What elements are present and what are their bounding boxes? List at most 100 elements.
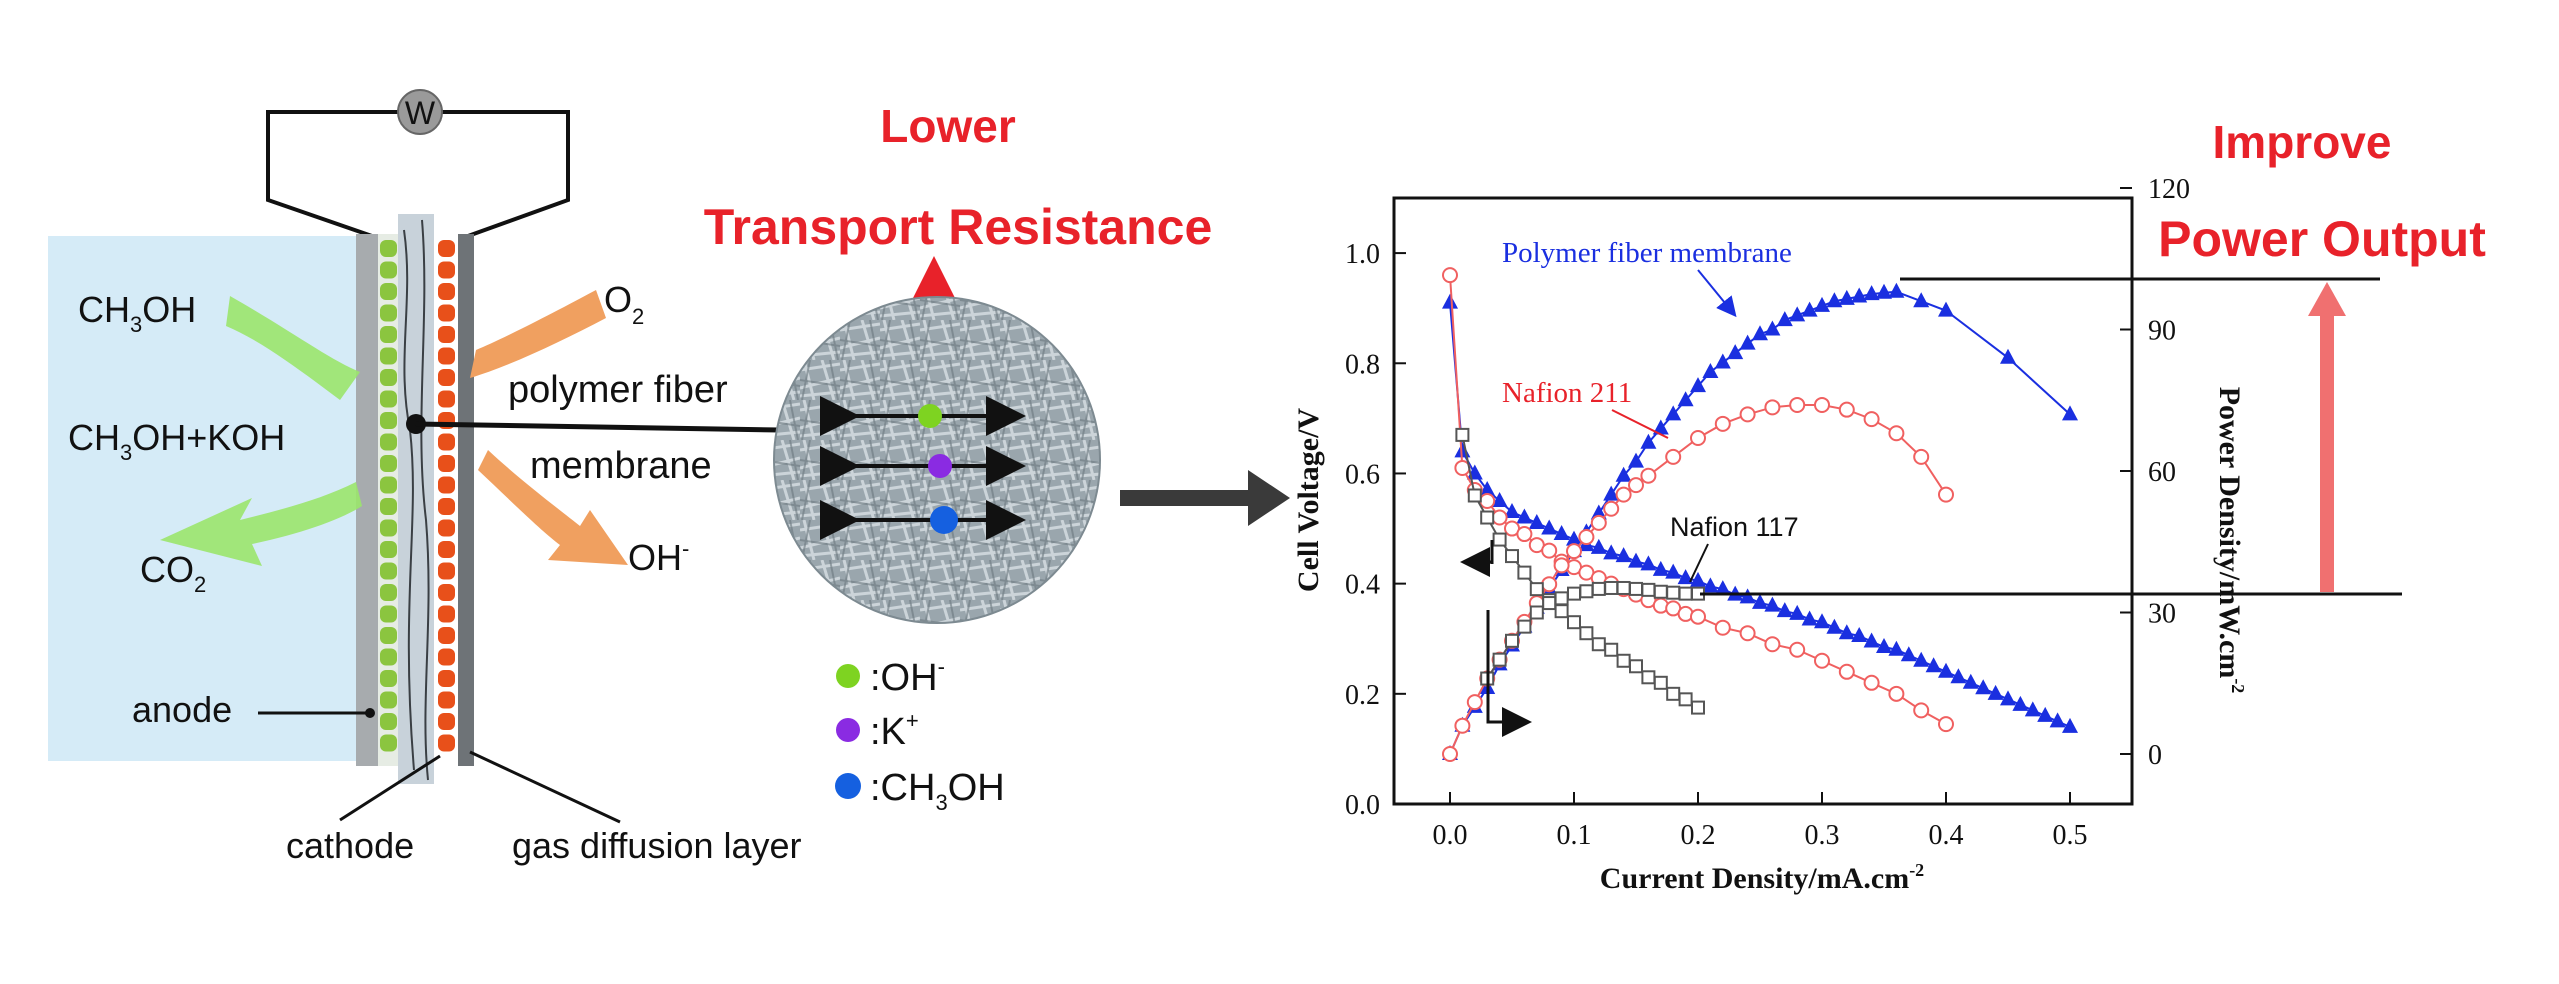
nafion-211-power-point <box>1615 486 1632 503</box>
polymer-fiber-membrane-power-point <box>1739 334 1756 350</box>
polymer-fiber-membrane-voltage-point <box>1566 530 1582 546</box>
cathode-particle <box>438 541 455 558</box>
annotation-n211-pointer <box>1611 409 1669 439</box>
polymer-fiber-membrane-voltage-point <box>1826 618 1843 634</box>
oh-ion-marker <box>918 404 942 428</box>
annotation-polymer: Polymer fiber membrane <box>1502 237 1792 269</box>
membrane-fibers <box>403 219 430 781</box>
nafion-211-power-point <box>1590 514 1607 531</box>
anode-backing <box>356 234 378 766</box>
polymer-fiber-membrane-power-point <box>1851 287 1868 303</box>
polymer-fiber-membrane-voltage-point <box>2024 701 2041 717</box>
polymer-fiber-membrane-power-point <box>1826 292 1843 308</box>
polarization-chart: 0.0 0.1 0.2 0.3 0.4 0.5 0.0 0.2 0.4 0.6 0.8 1.0 0 3… <box>1292 174 2402 895</box>
gdl-pointer <box>469 750 621 824</box>
polymer-fiber-membrane-power-point <box>1677 391 1694 407</box>
polymer-fiber-membrane-voltage-point <box>1541 519 1558 535</box>
nafion-211-voltage-line <box>1449 275 1947 725</box>
anode-label: anode <box>132 689 232 730</box>
polymer-fiber-membrane-voltage-point <box>1925 657 1942 673</box>
co2-outflow-arrow <box>160 482 362 566</box>
nafion-211-power-point <box>1838 401 1855 418</box>
polymer-fiber-membrane-power-point <box>1938 301 1954 317</box>
polymer-fiber-membrane-voltage-point <box>1516 508 1533 524</box>
nafion-211-power-point <box>1466 694 1483 711</box>
annotation-n211: Nafion 211 <box>1502 377 1632 409</box>
nafion-211-voltage-point <box>1764 636 1781 653</box>
annotation-n117-pointer <box>1689 543 1709 583</box>
improve-arrow-head <box>2308 282 2346 316</box>
cathode-particle <box>438 347 455 365</box>
nafion-211-voltage-point <box>1913 702 1930 719</box>
nafion-211-voltage-point <box>1491 509 1508 526</box>
polymer-fiber-membrane-voltage-point <box>1690 571 1706 587</box>
nafion-211-voltage-point <box>1479 493 1496 509</box>
nafion-211-voltage-point <box>1739 625 1756 642</box>
nafion-211-power-point <box>1913 448 1930 465</box>
x-tick-label: 0.2 <box>1681 820 1716 851</box>
nafion-117-voltage-point <box>1467 488 1482 503</box>
nafion-211-voltage-point <box>1863 674 1880 691</box>
cathode-particle <box>438 691 455 709</box>
nafion-117-voltage-point <box>1629 659 1643 674</box>
anode-particle <box>380 605 397 623</box>
anode-particle <box>380 627 397 644</box>
nafion-117-voltage-point <box>1455 427 1470 442</box>
nafion-117-voltage-point <box>1591 637 1606 652</box>
polymer-fiber-membrane-voltage-point <box>1938 662 1954 678</box>
anode-particle <box>380 390 397 408</box>
polymer-fiber-membrane-voltage-point <box>1491 492 1508 507</box>
cathode-particle <box>438 369 455 386</box>
polymer-fiber-membrane-power-point <box>1752 325 1768 341</box>
nafion-211-power-point <box>1578 529 1595 546</box>
polymer-fiber-membrane-voltage-point <box>1900 646 1917 662</box>
nafion-211-power-point <box>1454 717 1471 734</box>
polymer-fiber-membrane-power-point <box>1789 306 1806 322</box>
polymer-fiber-membrane-power-point <box>1615 466 1632 482</box>
anode-particle <box>380 326 397 343</box>
anode-particle <box>380 562 397 580</box>
cathode-particle <box>438 283 455 300</box>
polymer-fiber-membrane-voltage-point <box>1504 503 1520 519</box>
polymer-fiber-membrane-voltage-point <box>1789 604 1806 620</box>
cathode-pointer <box>339 754 441 822</box>
polymer-fiber-membrane-voltage-point <box>1652 560 1669 576</box>
nafion-211-voltage-point <box>1690 608 1706 625</box>
legend-oh: :OH- <box>870 654 945 699</box>
species-legend: :OH- :K+ :CH3OH <box>835 654 1005 815</box>
anode-particle <box>380 691 397 709</box>
nafion-211-power-point <box>1739 406 1756 423</box>
improvement-callout: Improve Power Output <box>2158 116 2486 592</box>
legend-oh-swatch <box>836 664 860 688</box>
y-tick-label: 0.2 <box>1345 680 1380 711</box>
voltage-axis-indicator <box>1466 540 1492 564</box>
y2-tick-label: 90 <box>2148 316 2176 347</box>
polymer-fiber-membrane-power-point <box>1603 485 1620 501</box>
nafion-211-power-point <box>1714 415 1731 432</box>
nafion-117-voltage-point <box>1653 675 1668 690</box>
polymer-fiber-membrane-voltage-point <box>1913 651 1930 667</box>
anode-pointer-dot <box>365 708 375 718</box>
nafion-117-voltage-point <box>1505 549 1519 564</box>
polymer-fiber-membrane-voltage-point <box>1764 596 1781 612</box>
polymer-fiber-membrane-voltage-point <box>1975 679 1992 695</box>
legend-k: :K+ <box>870 708 919 753</box>
improve-arrow-shaft <box>2320 312 2334 592</box>
cathode-particle <box>438 713 455 730</box>
polymer-fiber-membrane-voltage-point <box>1876 637 1892 653</box>
polymer-fiber-membrane-voltage-point <box>1640 555 1657 571</box>
polymer-fiber-membrane-voltage-point <box>1528 514 1545 530</box>
nafion-117-voltage-point <box>1691 700 1705 715</box>
co2-label: CO2 <box>140 549 206 597</box>
cathode-particle <box>438 261 455 279</box>
y2-axis-ticks: 0 30 60 90 120 <box>2120 174 2190 771</box>
anode-particle <box>380 304 397 322</box>
polymer-fiber-membrane-voltage-point <box>1677 569 1694 585</box>
polymer-fiber-membrane-voltage-point <box>1776 602 1793 618</box>
headline-transport-resistance: Transport Resistance <box>704 199 1213 255</box>
anode-particle <box>380 519 397 537</box>
nafion-211-power-point <box>1541 576 1558 593</box>
polymer-fiber-membrane-voltage-point <box>1987 684 2004 700</box>
anode-particle <box>380 283 397 300</box>
